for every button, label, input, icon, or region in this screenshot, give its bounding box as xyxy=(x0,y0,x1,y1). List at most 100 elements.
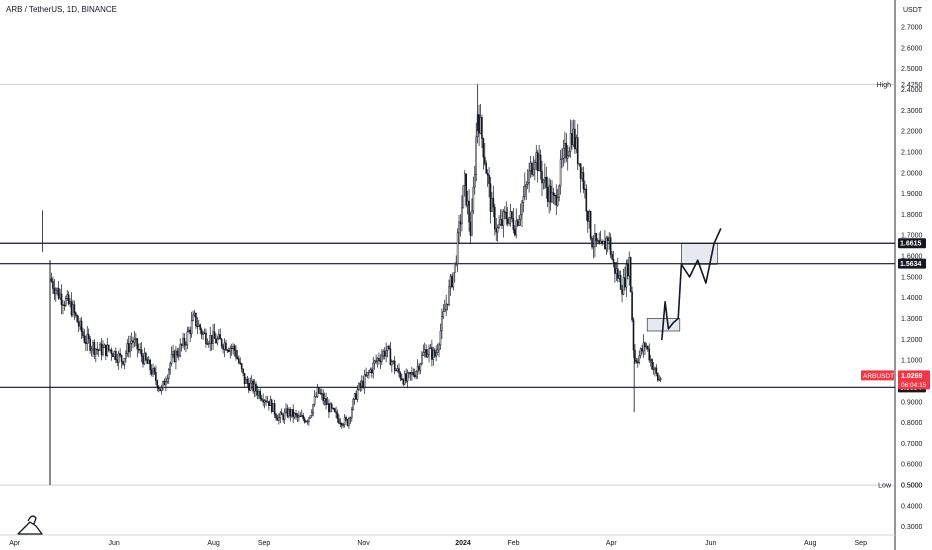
candle-body xyxy=(276,417,279,421)
candle-body xyxy=(519,214,522,220)
candle-body xyxy=(332,407,335,410)
candle-body xyxy=(283,411,286,420)
candle-body xyxy=(659,378,662,380)
candle-body xyxy=(402,379,405,385)
candle-body xyxy=(125,353,127,359)
candle-body xyxy=(483,156,486,164)
candle-body xyxy=(499,219,502,225)
level-tag: 1.5634 xyxy=(900,261,922,268)
candle-body xyxy=(469,221,472,236)
candle-body xyxy=(356,389,359,400)
candle-body xyxy=(266,401,269,403)
candle-body xyxy=(199,324,202,330)
candle-body xyxy=(180,344,183,346)
x-tick-label: 2024 xyxy=(455,540,471,547)
candle-body xyxy=(57,287,60,299)
candle-body xyxy=(461,207,463,225)
candle-body xyxy=(516,220,519,226)
candle-body xyxy=(425,349,427,358)
candle-body xyxy=(119,353,121,356)
candle-body xyxy=(412,372,415,376)
candle-body xyxy=(382,351,385,357)
y-tick-label: 0.7000 xyxy=(901,441,923,448)
candle-body xyxy=(243,372,246,384)
y-tick-label: 2.2000 xyxy=(901,129,923,136)
candle-body xyxy=(526,182,529,185)
candle-body xyxy=(105,344,107,356)
candle-body xyxy=(562,147,565,159)
candle-body xyxy=(555,195,558,206)
candle-body xyxy=(116,359,119,363)
candle-body xyxy=(405,373,407,382)
candle-body xyxy=(366,372,369,376)
candle-body xyxy=(256,390,259,396)
candle-body xyxy=(315,396,317,398)
candle-body xyxy=(230,347,233,350)
candle-body xyxy=(293,413,296,418)
candle-body xyxy=(186,331,189,346)
candle-body xyxy=(572,128,575,146)
candle-body xyxy=(449,276,452,287)
candle-body xyxy=(576,137,579,164)
candle-body xyxy=(349,417,352,419)
x-tick-label: Aug xyxy=(207,540,220,547)
candle-body xyxy=(82,331,84,336)
candle-body xyxy=(280,412,283,416)
candle-body xyxy=(219,334,222,340)
candle-body xyxy=(72,304,74,316)
candle-body xyxy=(431,347,433,360)
candle-body xyxy=(363,374,366,388)
candle-body xyxy=(655,367,658,374)
candle-body xyxy=(122,361,124,365)
candle-body xyxy=(233,345,236,351)
candle-body xyxy=(492,197,495,208)
candle-body xyxy=(647,345,649,350)
candle-body xyxy=(149,359,151,371)
candle-body xyxy=(569,133,572,152)
candle-body xyxy=(542,179,545,184)
candle-body xyxy=(136,338,139,350)
y-tick-label: 0.9000 xyxy=(901,399,923,406)
candle-body xyxy=(54,289,57,295)
candle-body xyxy=(386,345,389,351)
candle-body xyxy=(433,349,436,357)
candle-body xyxy=(458,221,460,234)
candle-body xyxy=(100,343,103,355)
candle-body xyxy=(258,391,260,396)
candle-body xyxy=(442,311,445,317)
candle-body xyxy=(205,332,207,344)
candle-body xyxy=(177,355,180,357)
candle-body xyxy=(504,211,506,213)
candle-body xyxy=(622,277,625,295)
candle-body xyxy=(165,381,167,386)
candle-body xyxy=(443,309,446,312)
candle-body xyxy=(393,360,396,371)
candle-body xyxy=(648,348,651,361)
candle-body xyxy=(551,192,553,203)
candle-body xyxy=(509,211,512,218)
candle-body xyxy=(346,419,349,426)
y-tick-label: 0.5000 xyxy=(901,483,923,490)
candle-body xyxy=(529,162,532,172)
candle-body xyxy=(282,414,284,420)
candle-body xyxy=(338,418,340,424)
candle-body xyxy=(378,357,380,361)
level-tag-bg xyxy=(898,258,926,269)
candle-body xyxy=(406,372,409,382)
candle-body xyxy=(448,286,450,305)
candle-body xyxy=(206,343,209,345)
candle-body xyxy=(146,359,149,365)
candle-body xyxy=(80,320,83,332)
candle-body xyxy=(525,184,528,187)
candle-body xyxy=(518,218,520,226)
candle-body xyxy=(645,345,648,348)
candle-body xyxy=(651,359,653,370)
candle-body xyxy=(416,366,419,372)
candle-body xyxy=(245,379,247,384)
y-tick-label: 2.1000 xyxy=(901,149,923,156)
candle-body xyxy=(228,349,230,352)
candle-body xyxy=(169,363,171,371)
candle-body xyxy=(428,348,430,355)
candle-body xyxy=(90,348,93,351)
